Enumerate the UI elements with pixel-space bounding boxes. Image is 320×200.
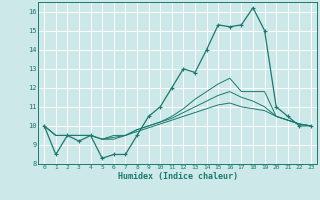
- X-axis label: Humidex (Indice chaleur): Humidex (Indice chaleur): [118, 172, 238, 181]
